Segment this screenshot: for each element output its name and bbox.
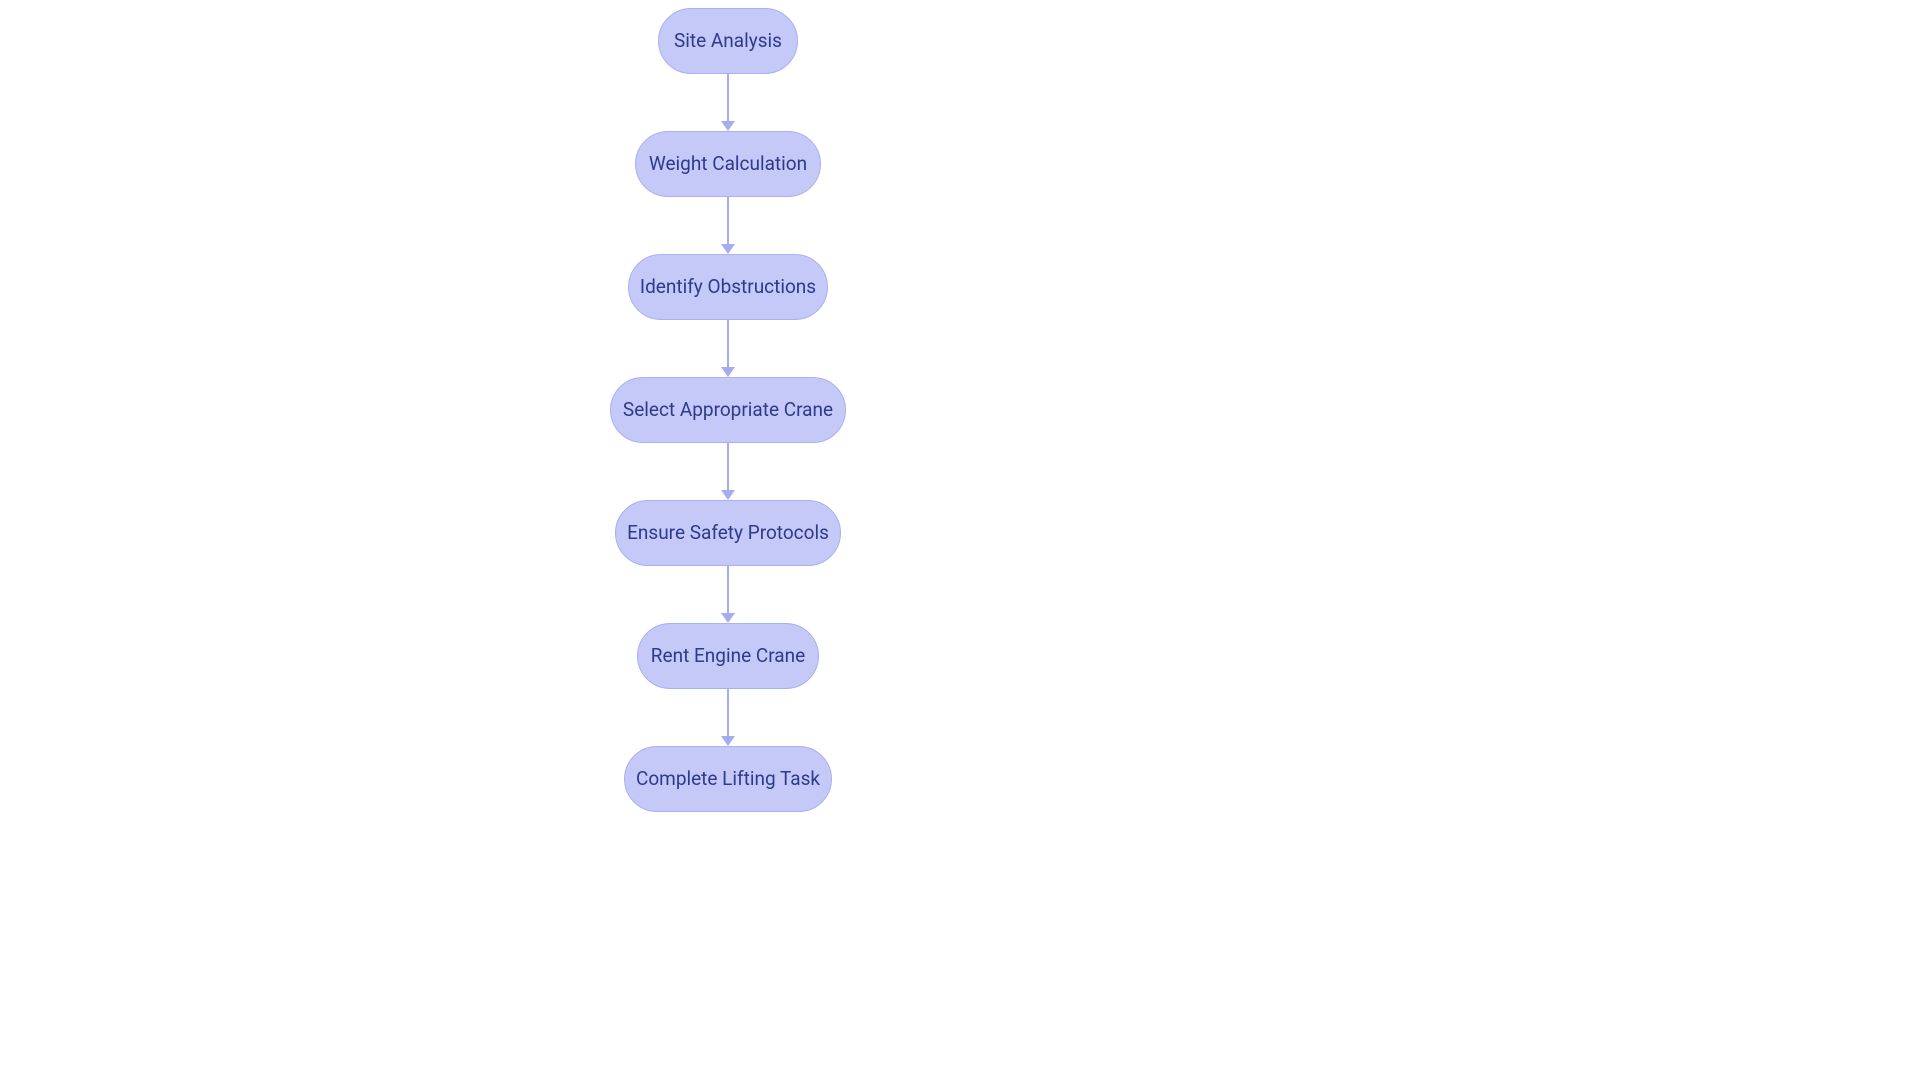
- arrow-head-icon: [721, 121, 735, 131]
- flowchart-arrow: [727, 197, 729, 244]
- flowchart-node: Identify Obstructions: [628, 254, 828, 320]
- arrow-head-icon: [721, 736, 735, 746]
- flowchart-node-label: Rent Engine Crane: [651, 645, 805, 668]
- flowchart-node: Site Analysis: [658, 8, 798, 74]
- flowchart-node: Select Appropriate Crane: [610, 377, 846, 443]
- flowchart-node: Ensure Safety Protocols: [615, 500, 841, 566]
- flowchart-canvas: Site Analysis Weight Calculation Identify …: [0, 0, 1920, 1080]
- flowchart-node-label: Complete Lifting Task: [636, 768, 820, 791]
- flowchart-arrow: [727, 689, 729, 736]
- flowchart-node: Weight Calculation: [635, 131, 821, 197]
- flowchart-node: Rent Engine Crane: [637, 623, 819, 689]
- arrow-head-icon: [721, 490, 735, 500]
- arrow-head-icon: [721, 244, 735, 254]
- flowchart-node-label: Weight Calculation: [649, 153, 807, 176]
- arrow-head-icon: [721, 613, 735, 623]
- arrow-head-icon: [721, 367, 735, 377]
- flowchart-node: Complete Lifting Task: [624, 746, 832, 812]
- flowchart-node-label: Ensure Safety Protocols: [627, 522, 829, 545]
- flowchart-arrow: [727, 320, 729, 367]
- flowchart-arrow: [727, 443, 729, 490]
- flowchart-node-label: Site Analysis: [674, 30, 782, 53]
- flowchart-node-label: Identify Obstructions: [640, 276, 816, 299]
- flowchart-node-label: Select Appropriate Crane: [623, 399, 833, 422]
- flowchart-arrow: [727, 566, 729, 613]
- flowchart-arrow: [727, 74, 729, 121]
